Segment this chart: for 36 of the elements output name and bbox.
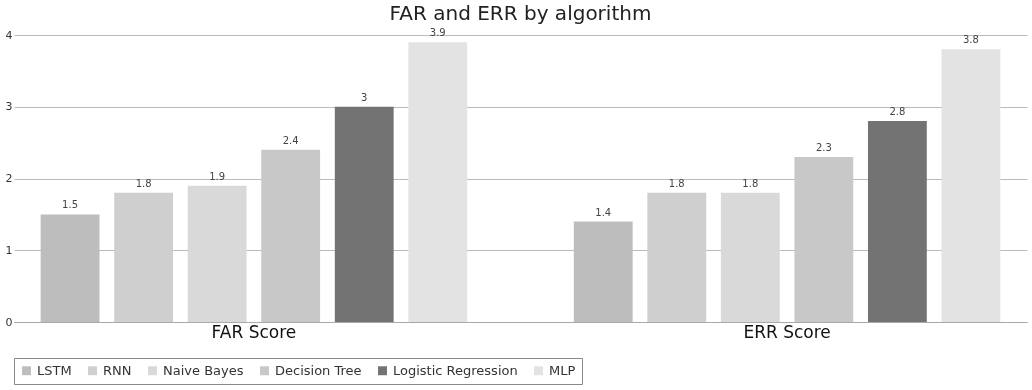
bar (261, 149, 321, 322)
bar (334, 106, 394, 322)
data-label: 3.9 (429, 27, 446, 39)
data-label: 3.8 (962, 34, 979, 46)
x-tick-label: ERR Score (743, 321, 831, 342)
bar (114, 192, 174, 322)
data-label: 2.4 (282, 134, 299, 146)
bar (647, 192, 707, 322)
bar (187, 185, 247, 322)
bar (867, 121, 927, 322)
bar (941, 49, 1001, 322)
bar (720, 192, 780, 322)
legend-label: Logistic Regression (393, 362, 518, 378)
data-label: 1.8 (135, 177, 152, 189)
y-tick-label: 2 (5, 172, 13, 185)
chart-title: FAR and ERR by algorithm (389, 1, 652, 26)
y-tick-label: 4 (5, 28, 13, 42)
data-label: 1.5 (62, 199, 79, 211)
bar (794, 156, 854, 322)
data-label: 2.3 (815, 141, 832, 153)
legend-label: RNN (103, 362, 132, 378)
bar (408, 42, 468, 322)
data-label: 1.8 (742, 177, 759, 189)
legend-label: Naive Bayes (163, 362, 244, 378)
legend-label: LSTM (37, 362, 72, 378)
data-label: 3 (361, 91, 368, 103)
data-label: 1.4 (595, 206, 612, 218)
data-label: 1.8 (668, 177, 685, 189)
y-tick-label: 1 (5, 243, 13, 257)
y-tick-label: 3 (5, 100, 13, 114)
x-tick-label: FAR Score (211, 321, 297, 342)
y-tick-label: 0 (5, 315, 13, 329)
legend-label: Decision Tree (275, 362, 362, 378)
data-label: 2.8 (889, 106, 906, 118)
data-label: 1.9 (209, 170, 226, 182)
legend-label: MLP (549, 362, 576, 378)
